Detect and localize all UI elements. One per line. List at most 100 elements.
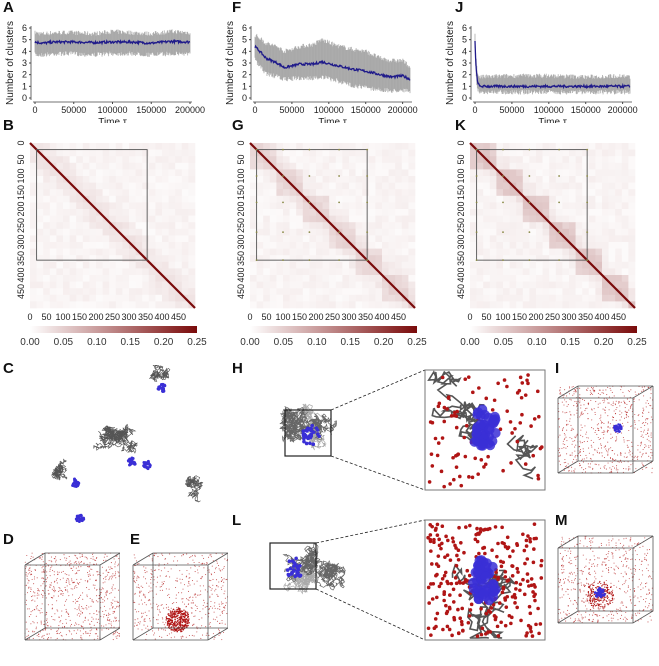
heatmap-cell (148, 281, 156, 289)
heatmap-cell (582, 209, 590, 216)
heatmap-cell (470, 242, 477, 249)
protein-dot (41, 577, 43, 579)
heatmap-cell (30, 176, 37, 183)
protein-aggregate (171, 615, 173, 617)
heatmap-cell (628, 242, 636, 249)
protein-dot (68, 555, 70, 558)
protein-dot (203, 557, 205, 559)
heatmap-cell (322, 294, 330, 302)
heatmap-cell (569, 189, 576, 197)
cluster-bead (73, 484, 77, 488)
x-tick-label: 0 (32, 105, 37, 115)
protein-dot (98, 573, 100, 575)
heatmap-cell (76, 222, 84, 230)
heatmap-cell (382, 255, 389, 263)
protein-dot (202, 608, 204, 610)
heatmap-cell (250, 261, 257, 269)
protein-dot (436, 554, 441, 558)
protein-dot (89, 613, 91, 615)
heatmap-cell (96, 235, 103, 243)
heatmap-cell (283, 149, 290, 157)
heatmap-cell (555, 275, 563, 282)
heatmap-cell (595, 242, 603, 249)
heatmap-cell (30, 162, 37, 170)
protein-dot (221, 569, 223, 571)
heatmap-cell (608, 176, 616, 183)
protein-dot (165, 607, 167, 609)
protein-dot (185, 605, 187, 607)
heatmap-cell (496, 156, 504, 164)
heatmap-cell (36, 275, 44, 282)
heatmap-cell (615, 215, 623, 223)
protein-dot (107, 616, 109, 619)
heatmap-cell (168, 143, 176, 150)
heatmap-cell (628, 288, 636, 296)
heatmap-cell (122, 294, 130, 302)
protein-dot (112, 639, 114, 641)
heatmap-cell (496, 261, 504, 269)
heatmap-cell (30, 222, 37, 230)
heatmap-cell (335, 143, 343, 150)
heatmap-cell (263, 189, 271, 197)
protein-dot (145, 604, 147, 606)
protein-dot (191, 555, 194, 557)
protein-dot (222, 612, 224, 614)
heatmap-cell (148, 156, 156, 164)
block-marker (255, 148, 258, 151)
protein-dot (461, 628, 465, 633)
protein-dot (149, 620, 151, 622)
protein-dot (159, 589, 161, 591)
protein-dot (75, 622, 77, 624)
box-edge (132, 627, 154, 641)
heatmap-diagonal (249, 142, 416, 309)
heatmap-cell (109, 169, 117, 177)
heatmap-cell (476, 156, 484, 164)
heatmap-cell (509, 149, 517, 157)
heatmap-cell (355, 189, 363, 197)
protein-dot (94, 559, 96, 561)
protein-dot (223, 593, 225, 595)
heatmap-cell (549, 143, 557, 150)
box-edge (132, 552, 154, 566)
heatmap-cell (309, 261, 317, 269)
cluster-bead (75, 519, 79, 523)
heatmap-cell (362, 222, 370, 230)
protein-dot (30, 623, 32, 625)
heatmap-cell (142, 235, 150, 243)
heatmap-cell (56, 228, 64, 236)
heatmap-cell (322, 176, 330, 183)
heatmap-cell (263, 182, 271, 190)
protein-dot (182, 601, 184, 603)
protein-dot (186, 569, 188, 572)
heatmap-cell (382, 162, 389, 170)
heatmap-cell (162, 228, 169, 236)
protein-dot (211, 593, 213, 595)
heatmap-cell (283, 281, 290, 289)
heatmap-cell (562, 255, 570, 263)
heatmap-cell (503, 228, 510, 236)
heatmap-cell (562, 143, 570, 150)
heatmap-cell (549, 235, 557, 243)
protein-dot (60, 620, 62, 622)
protein-dot (209, 595, 211, 597)
protein-dot (100, 589, 102, 591)
protein-dot (528, 539, 533, 544)
protein-dot (208, 623, 210, 625)
protein-dot (157, 608, 159, 610)
block-marker (282, 231, 284, 233)
heatmap-cell (329, 182, 337, 190)
heatmap-cell (289, 195, 297, 203)
protein-dot (196, 631, 198, 633)
heatmap-cell (342, 156, 350, 164)
heatmap-cell (162, 235, 169, 243)
protein-dot (32, 599, 34, 601)
heatmap-cell (302, 189, 310, 197)
protein-dot (221, 639, 223, 641)
heatmap-cell (509, 248, 517, 256)
heatmap-cell (569, 301, 576, 309)
protein-dot (84, 556, 86, 558)
heatmap-cell (69, 261, 77, 269)
heatmap-cell (575, 169, 583, 177)
x-tick-label: 350 (578, 312, 593, 322)
heatmap-cell (329, 281, 337, 289)
